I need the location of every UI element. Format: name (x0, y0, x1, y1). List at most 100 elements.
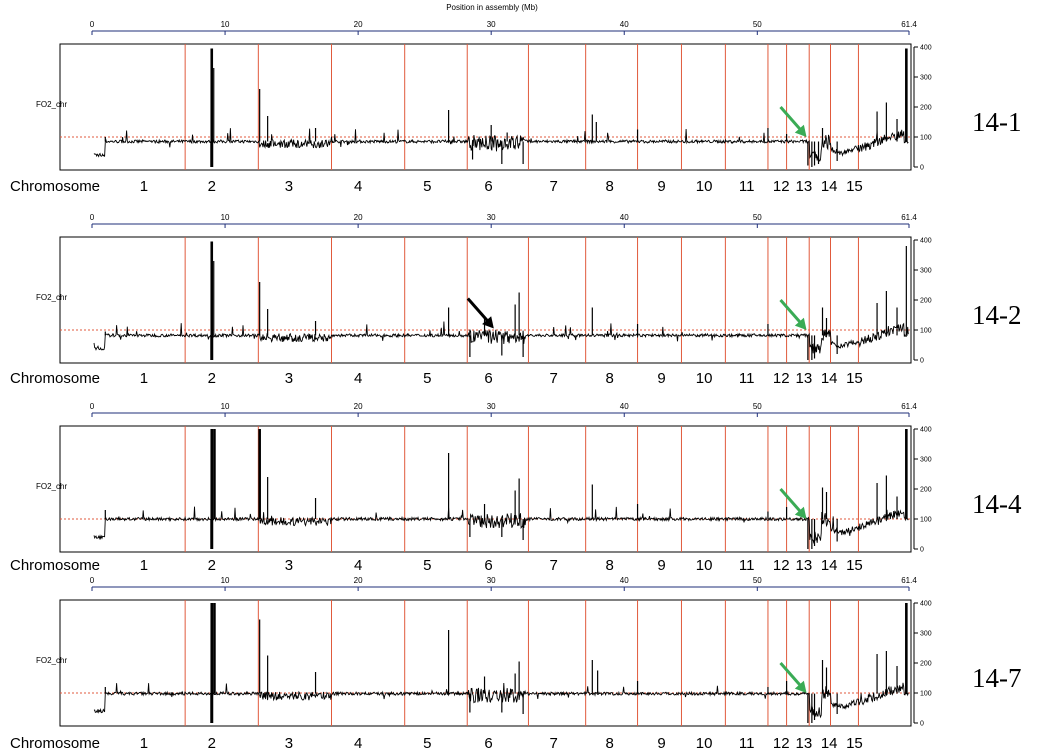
top-axis-tick-label: 20 (354, 576, 363, 585)
black-arrow-head (482, 316, 494, 329)
top-axis-end-label: 61.4 (901, 213, 917, 222)
green-arrow-head (794, 506, 807, 519)
top-axis-tick-label: 20 (354, 213, 363, 222)
y-axis-tick-label: 0 (920, 165, 924, 172)
chromosome-label: 1 (140, 178, 148, 195)
top-axis-tick-label: 10 (221, 20, 230, 29)
panels: 0 10 20 30 40 50 61.4FO2_chr010020030040014-1C… (10, 20, 1022, 752)
chromosome-label: 14 (821, 178, 838, 195)
chromosome-label: 4 (354, 178, 362, 195)
chromosome-label: 3 (285, 557, 293, 574)
chromosome-label: 6 (484, 178, 492, 195)
green-arrow-head (794, 317, 807, 330)
y-axis-tick-label: 200 (920, 661, 932, 668)
top-axis-tick-label: 30 (487, 20, 496, 29)
top-axis-tick-label: 0 (90, 20, 95, 29)
chromosome-label: 9 (657, 178, 665, 195)
top-axis-tick-label: 0 (90, 576, 95, 585)
y-axis-tick-label: 400 (920, 45, 932, 52)
chromosome-label: 11 (739, 557, 755, 574)
plot-box (59, 425, 912, 553)
chromosome-label: 12 (773, 735, 790, 752)
panel-14-7: 0 10 20 30 40 50 61.4 FO2_chr 0 100 200 300 400 14-7 C… (10, 576, 1022, 752)
top-axis-tick-label: 30 (487, 402, 496, 411)
black-arrow-shaft (466, 297, 491, 325)
y-axis-tick-label: 0 (920, 358, 924, 365)
top-axis-tick-label: 40 (620, 576, 629, 585)
top-axis-tick-label: 20 (354, 20, 363, 29)
top-axis-tick-label: 10 (221, 213, 230, 222)
chromosome-label: 5 (423, 557, 431, 574)
chromosome-word: Chromosome (10, 178, 100, 195)
chromosome-label: 1 (140, 735, 148, 752)
top-axis-tick-label: 50 (753, 402, 762, 411)
chromosome-label: 10 (696, 178, 713, 195)
chromosome-label: 9 (657, 370, 665, 387)
chromosome-label: 9 (657, 735, 665, 752)
chromosome-label: 1 (140, 557, 148, 574)
chromosome-label: 11 (739, 178, 755, 195)
chromosome-label: 3 (285, 735, 293, 752)
plot-box (59, 236, 912, 364)
top-axis-tick-label: 0 (90, 213, 95, 222)
chromosome-word: Chromosome (10, 735, 100, 752)
y-axis-tick-label: 0 (920, 721, 924, 728)
green-arrow-head (794, 680, 807, 693)
top-axis-tick-label: 40 (620, 402, 629, 411)
chromosome-label: 2 (208, 735, 216, 752)
coverage-trace (93, 128, 909, 162)
coverage-trace (93, 682, 909, 719)
coverage-trace (93, 321, 909, 354)
top-axis-tick-label: 40 (620, 213, 629, 222)
chromosome-label: 2 (208, 178, 216, 195)
y-axis-tick-label: 300 (920, 631, 932, 638)
chromosome-label: 14 (821, 557, 838, 574)
chromosome-word: Chromosome (10, 370, 100, 387)
chromosome-label: 13 (796, 735, 813, 752)
chromosome-label: 10 (696, 370, 713, 387)
chromosome-label: 12 (773, 370, 790, 387)
top-axis-tick-label: 50 (753, 20, 762, 29)
top-axis-end-label: 61.4 (901, 20, 917, 29)
track-name: FO2_chr (36, 482, 67, 491)
chromosome-label: 8 (605, 557, 613, 574)
top-axis-tick-label: 10 (221, 576, 230, 585)
sample-label: 14-2 (972, 300, 1022, 330)
chromosome-label: 13 (796, 178, 813, 195)
chromosome-label: 9 (657, 557, 665, 574)
sample-label: 14-4 (972, 489, 1022, 519)
chromosome-label: 15 (846, 178, 863, 195)
track-name: FO2_chr (36, 293, 67, 302)
sample-label: 14-7 (972, 663, 1022, 693)
chromosome-label: 14 (821, 735, 838, 752)
y-axis-tick-label: 300 (920, 75, 932, 82)
chromosome-label: 10 (696, 557, 713, 574)
chromosome-label: 2 (208, 557, 216, 574)
y-axis-tick-label: 100 (920, 691, 932, 698)
y-axis-tick-label: 100 (920, 135, 932, 142)
chromosome-label: 6 (484, 735, 492, 752)
track-name: FO2_chr (36, 656, 67, 665)
chromosome-label: 12 (773, 557, 790, 574)
y-axis-tick-label: 300 (920, 457, 932, 464)
top-axis-tick-label: 20 (354, 402, 363, 411)
y-axis-tick-label: 400 (920, 427, 932, 434)
y-axis-tick-label: 0 (920, 547, 924, 554)
chromosome-label: 7 (550, 370, 558, 387)
top-axis-tick-label: 40 (620, 20, 629, 29)
chromosome-label: 12 (773, 178, 790, 195)
y-axis-tick-label: 200 (920, 105, 932, 112)
y-axis-tick-label: 400 (920, 238, 932, 245)
chromosome-label: 15 (846, 557, 863, 574)
chromosome-word: Chromosome (10, 557, 100, 574)
top-axis-tick-label: 30 (487, 213, 496, 222)
green-arrow-shaft (779, 106, 804, 133)
chromosome-label: 4 (354, 370, 362, 387)
y-axis-tick-label: 100 (920, 328, 932, 335)
top-axis-end-label: 61.4 (901, 402, 917, 411)
chromosome-label: 4 (354, 735, 362, 752)
x-axis-title: Position in assembly (Mb) (446, 3, 538, 12)
chromosome-label: 10 (696, 735, 713, 752)
y-axis-tick-label: 300 (920, 268, 932, 275)
